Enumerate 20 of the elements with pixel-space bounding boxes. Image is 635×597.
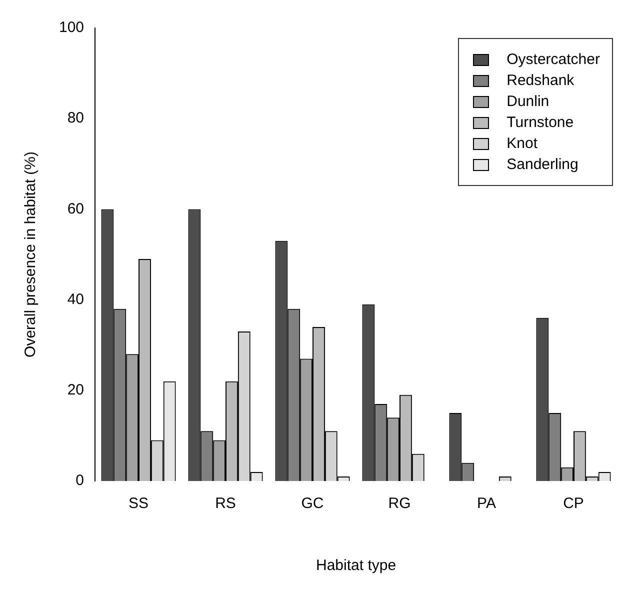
y-tick-label: 100 (58, 19, 84, 36)
y-tick-label: 60 (67, 200, 84, 218)
y-axis-title: Overall presence in habitat (%) (22, 152, 40, 358)
x-tick-label: SS (128, 495, 149, 512)
x-tick-label: CP (563, 495, 584, 512)
legend-label: Oystercatcher (506, 50, 600, 70)
x-axis-title: Habitat type (316, 557, 396, 574)
x-tick-label: GC (301, 495, 324, 512)
legend-label: Dunlin (506, 92, 550, 112)
x-tick-label: RS (215, 495, 236, 512)
x-tick-label: PA (477, 495, 496, 512)
x-tick-label: RG (388, 495, 411, 512)
legend-label: Turnstone (506, 113, 574, 133)
legend-label: Knot (506, 134, 538, 154)
y-tick-label: 0 (76, 472, 84, 490)
legend-label: Redshank (506, 71, 574, 91)
legend-label: Sanderling (506, 155, 578, 175)
y-tick-label: 20 (67, 382, 84, 399)
y-tick-label: 80 (67, 110, 84, 127)
y-tick-label: 40 (67, 290, 84, 308)
